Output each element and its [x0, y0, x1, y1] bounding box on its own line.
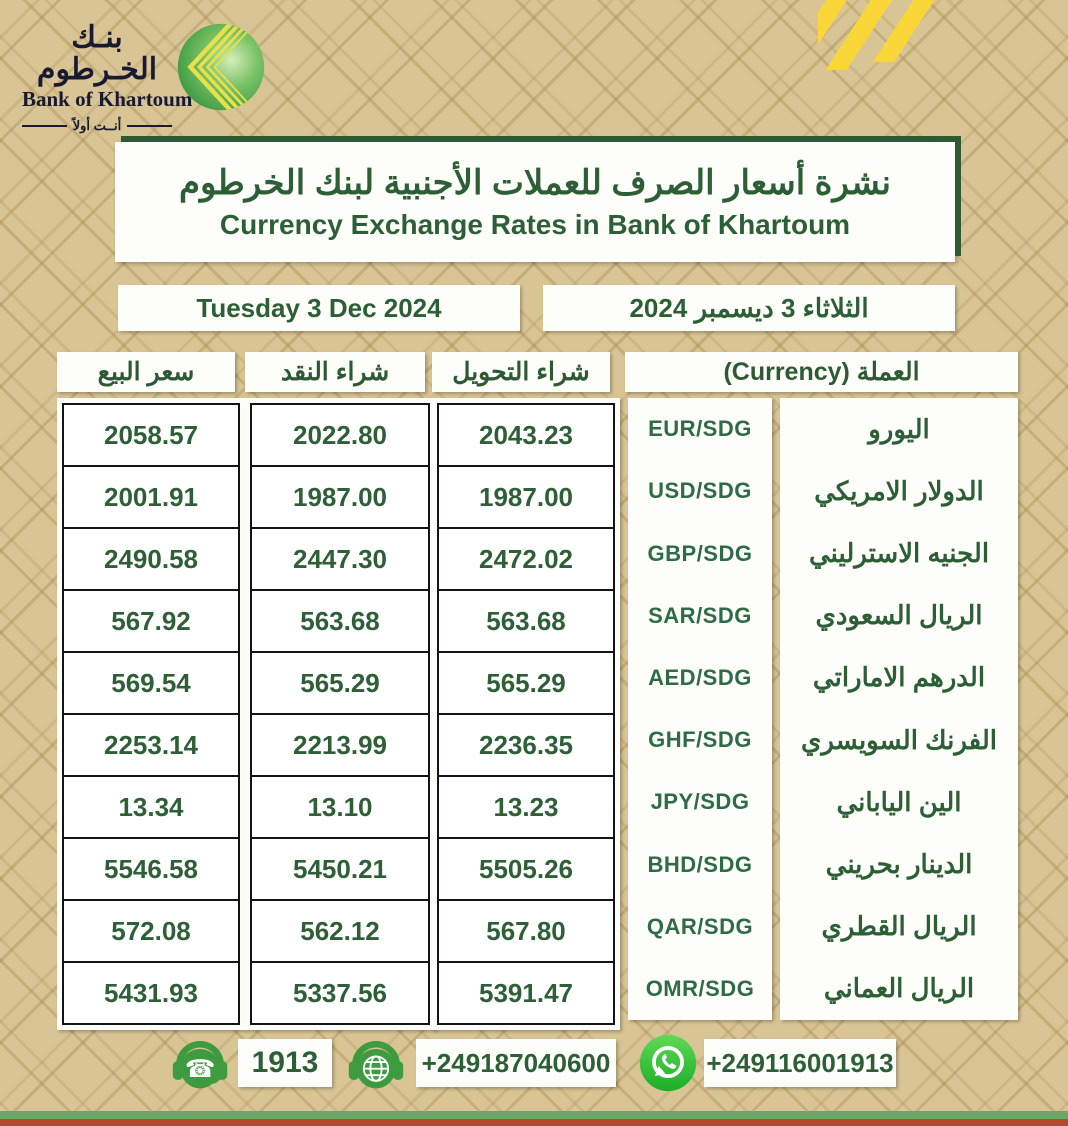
- transfer-buy-cell: 13.23: [437, 775, 615, 839]
- footer-red-stripe: [0, 1119, 1068, 1126]
- transfer-buy-cell: 5505.26: [437, 837, 615, 901]
- yellow-stripe: [873, 0, 978, 62]
- cash-buy-cell: 2447.30: [250, 527, 430, 591]
- sell-price-cell: 2058.57: [62, 403, 240, 467]
- corner-stripes-decoration: [818, 0, 978, 72]
- transfer-buy-cell: 2472.02: [437, 527, 615, 591]
- currency-name-cell: الريال السعودي: [815, 600, 983, 631]
- currency-code-cell: QAR/SDG: [646, 913, 754, 939]
- transfer-buy-cell: 565.29: [437, 651, 615, 715]
- bank-logo-icon: [176, 22, 266, 112]
- transfer-buy-cell: 563.68: [437, 589, 615, 653]
- cash-buy-cell: 5337.56: [250, 961, 430, 1025]
- currency-code-cell: BHD/SDG: [647, 851, 753, 877]
- currency-code-cell: AED/SDG: [648, 664, 752, 690]
- currency-name-cell: الدولار الامريكي: [814, 475, 984, 506]
- title-english: Currency Exchange Rates in Bank of Khart…: [219, 209, 851, 241]
- currency-code-cell: GHF/SDG: [648, 727, 752, 753]
- call-center-icon: ☎: [170, 1033, 230, 1093]
- header-cash-buy: شراء النقد: [245, 352, 425, 392]
- transfer-buy-cell: 1987.00: [437, 465, 615, 529]
- sell-price-cell: 13.34: [62, 775, 240, 839]
- date-arabic: الثلاثاء 3 ديسمبر 2024: [543, 285, 955, 331]
- date-english: Tuesday 3 Dec 2024: [118, 285, 520, 331]
- currency-name-column: اليورو الدولار الامريكي الجنيه الاسترليني ا…: [780, 398, 1018, 1020]
- header-currency: العملة (Currency): [625, 352, 1018, 392]
- whatsapp-icon: [638, 1033, 698, 1093]
- cash-buy-cell: 563.68: [250, 589, 430, 653]
- cash-buy-cell: 2022.80: [250, 403, 430, 467]
- currency-code-column: EUR/SDG USD/SDG GBP/SDG SAR/SDG AED/SDG GHF/S…: [628, 398, 772, 1020]
- tagline-rule: [127, 125, 172, 127]
- cash-buy-cell: 13.10: [250, 775, 430, 839]
- title-arabic: نشرة أسعار الصرف للعملات الأجنبية لبنك ا…: [178, 163, 891, 202]
- cash-buy-cell: 5450.21: [250, 837, 430, 901]
- cash-buy-cell: 2213.99: [250, 713, 430, 777]
- title-banner: نشرة أسعار الصرف للعملات الأجنبية لبنك ا…: [115, 142, 955, 262]
- currency-name-cell: الين الياباني: [836, 786, 962, 817]
- currency-name-cell: الدرهم الاماراتي: [812, 662, 986, 693]
- currency-code-cell: GBP/SDG: [647, 540, 753, 566]
- currency-name-cell: الريال القطري: [821, 911, 977, 942]
- transfer-buy-cell: 2236.35: [437, 713, 615, 777]
- sell-price-cell: 2253.14: [62, 713, 240, 777]
- phone-number: +249187040600: [416, 1039, 616, 1087]
- sell-price-cell: 2001.91: [62, 465, 240, 529]
- bank-logo-block: بنـك الخـرطوم Bank of Khartoum أنــت أول…: [22, 21, 193, 134]
- sell-price-cell: 5546.58: [62, 837, 240, 901]
- tagline-rule: [22, 125, 67, 127]
- currency-name-cell: الفرنك السويسري: [801, 724, 997, 755]
- call-center-number: 1913: [238, 1039, 332, 1087]
- sell-price-cell: 2490.58: [62, 527, 240, 591]
- tagline-text: أنــت أولاً: [72, 118, 122, 133]
- sell-price-cell: 569.54: [62, 651, 240, 715]
- cash-buy-cell: 562.12: [250, 899, 430, 963]
- currency-code-cell: USD/SDG: [648, 478, 752, 504]
- sell-price-cell: 572.08: [62, 899, 240, 963]
- currency-code-cell: OMR/SDG: [645, 975, 755, 1001]
- cash-buy-cell: 1987.00: [250, 465, 430, 529]
- currency-code-cell: EUR/SDG: [648, 416, 752, 442]
- transfer-buy-cell: 5391.47: [437, 961, 615, 1025]
- sell-price-cell: 5431.93: [62, 961, 240, 1025]
- currency-name-cell: الريال العماني: [823, 973, 975, 1004]
- transfer-buy-cell: 2043.23: [437, 403, 615, 467]
- footer-green-stripe: [0, 1111, 1068, 1119]
- currency-code-cell: SAR/SDG: [648, 602, 752, 628]
- header-sell-price: سعر البيع: [57, 352, 235, 392]
- currency-name-cell: اليورو: [868, 413, 930, 444]
- currency-name-cell: الدينار بحريني: [825, 849, 973, 880]
- transfer-buy-column: 2043.23 1987.00 2472.02 563.68 565.29 2236.35…: [432, 398, 620, 1030]
- svg-text:☎: ☎: [185, 1056, 215, 1083]
- whatsapp-number: +249116001913: [704, 1039, 896, 1087]
- sell-price-column: 2058.57 2001.91 2490.58 567.92 569.54 2253.14…: [57, 398, 245, 1030]
- transfer-buy-cell: 567.80: [437, 899, 615, 963]
- bank-name: Bank of Khartoum: [22, 87, 193, 111]
- bank-tagline: أنــت أولاً: [22, 118, 172, 134]
- currency-name-cell: الجنيه الاسترليني: [808, 538, 990, 568]
- sell-price-cell: 567.92: [62, 589, 240, 653]
- bank-globe-chevron-icon: [177, 23, 265, 111]
- bank-arabic-calligraphy: بنـك الخـرطوم: [36, 21, 158, 86]
- currency-code-cell: JPY/SDG: [650, 789, 750, 815]
- phone-globe-icon: [346, 1033, 406, 1093]
- cash-buy-column: 2022.80 1987.00 2447.30 563.68 565.29 2213.99…: [245, 398, 435, 1030]
- cash-buy-cell: 565.29: [250, 651, 430, 715]
- header-transfer-buy: شراء التحويل: [432, 352, 610, 392]
